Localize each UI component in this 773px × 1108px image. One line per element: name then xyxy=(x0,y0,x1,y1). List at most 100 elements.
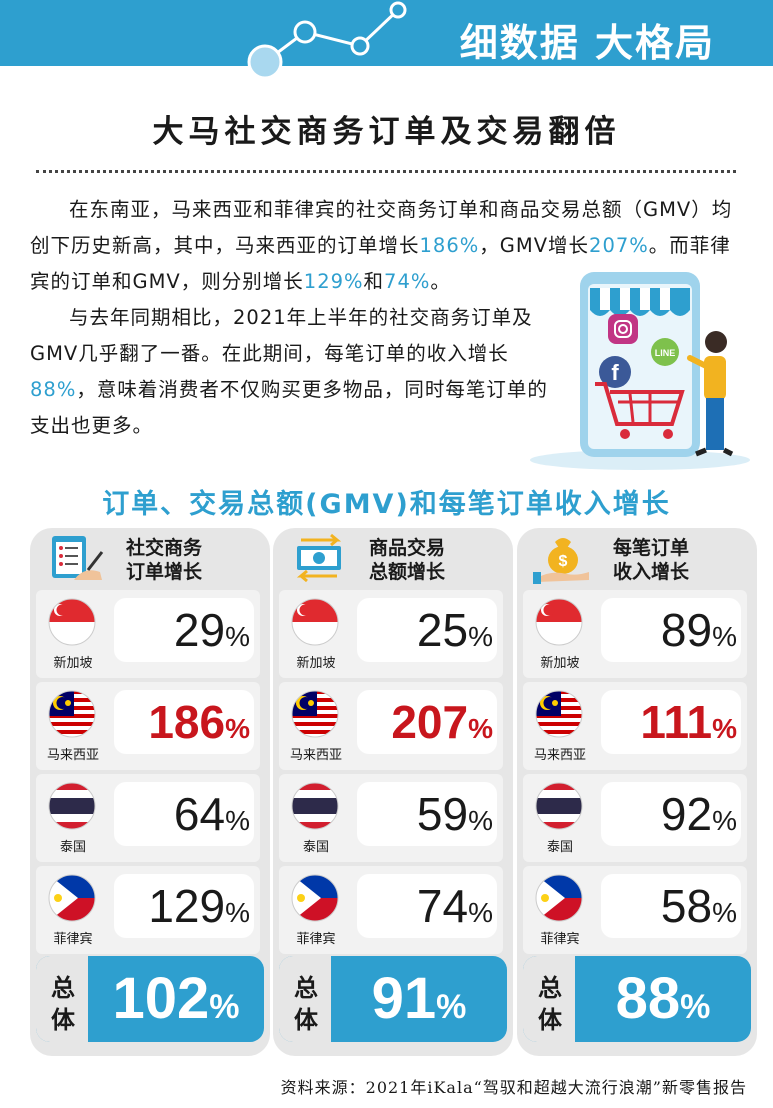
total-number: 102 xyxy=(112,966,210,1031)
highlight-number: 88% xyxy=(30,378,77,401)
svg-text:f: f xyxy=(611,360,619,385)
highlight-number: 74% xyxy=(384,270,431,293)
growth-value: 89% xyxy=(601,598,737,662)
percent-sign: % xyxy=(680,988,711,1026)
column-gmv-growth: 商品交易 总额增长 新加坡 25% 马来西亚 207% 泰国 59% 菲律宾 74… xyxy=(273,528,513,1056)
highlight-number: 129% xyxy=(303,270,364,293)
row-singapore: 新加坡 89% xyxy=(517,590,757,678)
column-label-line: 每笔订单 xyxy=(613,537,690,559)
value-box: 59% xyxy=(357,782,497,846)
growth-value: 186% xyxy=(114,690,250,754)
column-revenue-per-order-growth: $ 每笔订单 收入增长 新加坡 89% 马来西亚 111% 泰国 92% 菲律宾 … xyxy=(517,528,757,1056)
article-body: 在东南亚，马来西亚和菲律宾的社交商务订单和商品交易总额（GMV）均创下历史新高，… xyxy=(30,192,742,444)
svg-text:LINE: LINE xyxy=(655,348,676,358)
column-order-growth: 社交商务 订单增长 新加坡 29% 马来西亚 186% 泰国 64% 菲律宾 12… xyxy=(30,528,270,1056)
row-malaysia: 马来西亚 111% xyxy=(517,682,757,770)
growth-number: 111 xyxy=(640,696,713,748)
column-label: 社交商务 订单增长 xyxy=(126,536,256,584)
column-header: 商品交易 总额增长 xyxy=(273,528,513,586)
total-label: 总体 xyxy=(279,956,331,1042)
total-label: 总体 xyxy=(36,956,88,1042)
growth-value: 129% xyxy=(114,874,250,938)
row-philippines: 菲律宾 129% xyxy=(30,866,270,954)
column-header: 社交商务 订单增长 xyxy=(30,528,270,586)
value-box: 58% xyxy=(601,874,741,938)
percent-sign: % xyxy=(225,621,250,652)
thailand-flag-icon xyxy=(535,782,583,830)
line-graph-decoration-icon xyxy=(247,1,407,80)
country-name: 泰国 xyxy=(302,840,329,855)
total-label-char: 总 xyxy=(51,974,75,1002)
column-label: 商品交易 总额增长 xyxy=(369,536,499,584)
country-name: 马来西亚 xyxy=(533,748,586,763)
text-segment: ，GMV增长 xyxy=(479,234,590,257)
singapore-flag-icon xyxy=(48,598,96,646)
growth-value: 92% xyxy=(601,782,737,846)
growth-number: 29 xyxy=(173,604,226,656)
growth-number: 92 xyxy=(660,788,713,840)
row-malaysia: 马来西亚 207% xyxy=(273,682,513,770)
row-philippines: 菲律宾 74% xyxy=(273,866,513,954)
column-label-line: 社交商务 xyxy=(126,537,203,559)
percent-sign: % xyxy=(468,713,493,744)
singapore-flag-icon xyxy=(535,598,583,646)
malaysia-flag-icon xyxy=(535,690,583,738)
money-bag-hand-icon: $ xyxy=(533,538,589,584)
country-name: 马来西亚 xyxy=(46,748,99,763)
highlight-number: 186% xyxy=(419,234,480,257)
country-name: 新加坡 xyxy=(53,656,93,671)
growth-number: 58 xyxy=(660,880,713,932)
total-number: 91 xyxy=(371,966,437,1031)
text-segment: 在东南亚，马来西亚和菲律宾的社交商务订单和商品交易总额（GMV）均创下历史新高，… xyxy=(30,198,733,257)
percent-sign: % xyxy=(225,713,250,744)
row-singapore: 新加坡 25% xyxy=(273,590,513,678)
column-label-line: 商品交易 xyxy=(369,537,446,559)
text-segment: 与去年同期相比，2021年上半年的社交商务订单及GMV几乎翻了一番。在此期间，每… xyxy=(30,306,533,365)
percent-sign: % xyxy=(468,897,493,928)
svg-text:$: $ xyxy=(559,553,568,570)
total-value: 88% xyxy=(575,956,751,1042)
philippines-flag-icon xyxy=(48,874,96,922)
percent-sign: % xyxy=(436,988,467,1026)
growth-value: 111% xyxy=(601,690,737,754)
row-thailand: 泰国 92% xyxy=(517,774,757,862)
column-label-line: 总额增长 xyxy=(369,561,446,583)
column-label: 每笔订单 收入增长 xyxy=(613,536,743,584)
value-box: 111% xyxy=(601,690,741,754)
country-name: 菲律宾 xyxy=(53,932,93,947)
percent-sign: % xyxy=(468,805,493,836)
money-exchange-icon xyxy=(296,533,342,583)
country-name: 新加坡 xyxy=(296,656,336,671)
page-title: 大马社交商务订单及交易翻倍 xyxy=(152,114,621,150)
growth-number: 64 xyxy=(173,788,226,840)
growth-value: 59% xyxy=(357,782,493,846)
country-name: 泰国 xyxy=(59,840,86,855)
total-label: 总体 xyxy=(523,956,575,1042)
article-paragraph-1: 在东南亚，马来西亚和菲律宾的社交商务订单和商品交易总额（GMV）均创下历史新高，… xyxy=(30,192,742,300)
banner-title: 细数据 大格局 xyxy=(459,21,715,65)
country-name: 菲律宾 xyxy=(540,932,580,947)
percent-sign: % xyxy=(712,897,737,928)
total-box: 总体 91% xyxy=(279,956,507,1042)
percent-sign: % xyxy=(468,621,493,652)
total-number: 88 xyxy=(615,966,681,1031)
philippines-flag-icon xyxy=(291,874,339,922)
column-label-line: 收入增长 xyxy=(613,561,690,583)
clipboard-chart-icon xyxy=(52,536,104,580)
value-box: 129% xyxy=(114,874,254,938)
total-box: 总体 102% xyxy=(36,956,264,1042)
value-box: 25% xyxy=(357,598,497,662)
value-box: 92% xyxy=(601,782,741,846)
malaysia-flag-icon xyxy=(48,690,96,738)
value-box: 186% xyxy=(114,690,254,754)
growth-number: 207 xyxy=(391,696,469,748)
text-segment: 和 xyxy=(363,270,385,293)
growth-number: 74 xyxy=(416,880,469,932)
total-box: 总体 88% xyxy=(523,956,751,1042)
dotted-divider xyxy=(36,170,736,173)
total-label-char: 总 xyxy=(538,974,562,1002)
growth-number: 186 xyxy=(148,696,226,748)
percent-sign: % xyxy=(712,805,737,836)
philippines-flag-icon xyxy=(535,874,583,922)
total-label-char: 总 xyxy=(294,974,318,1002)
